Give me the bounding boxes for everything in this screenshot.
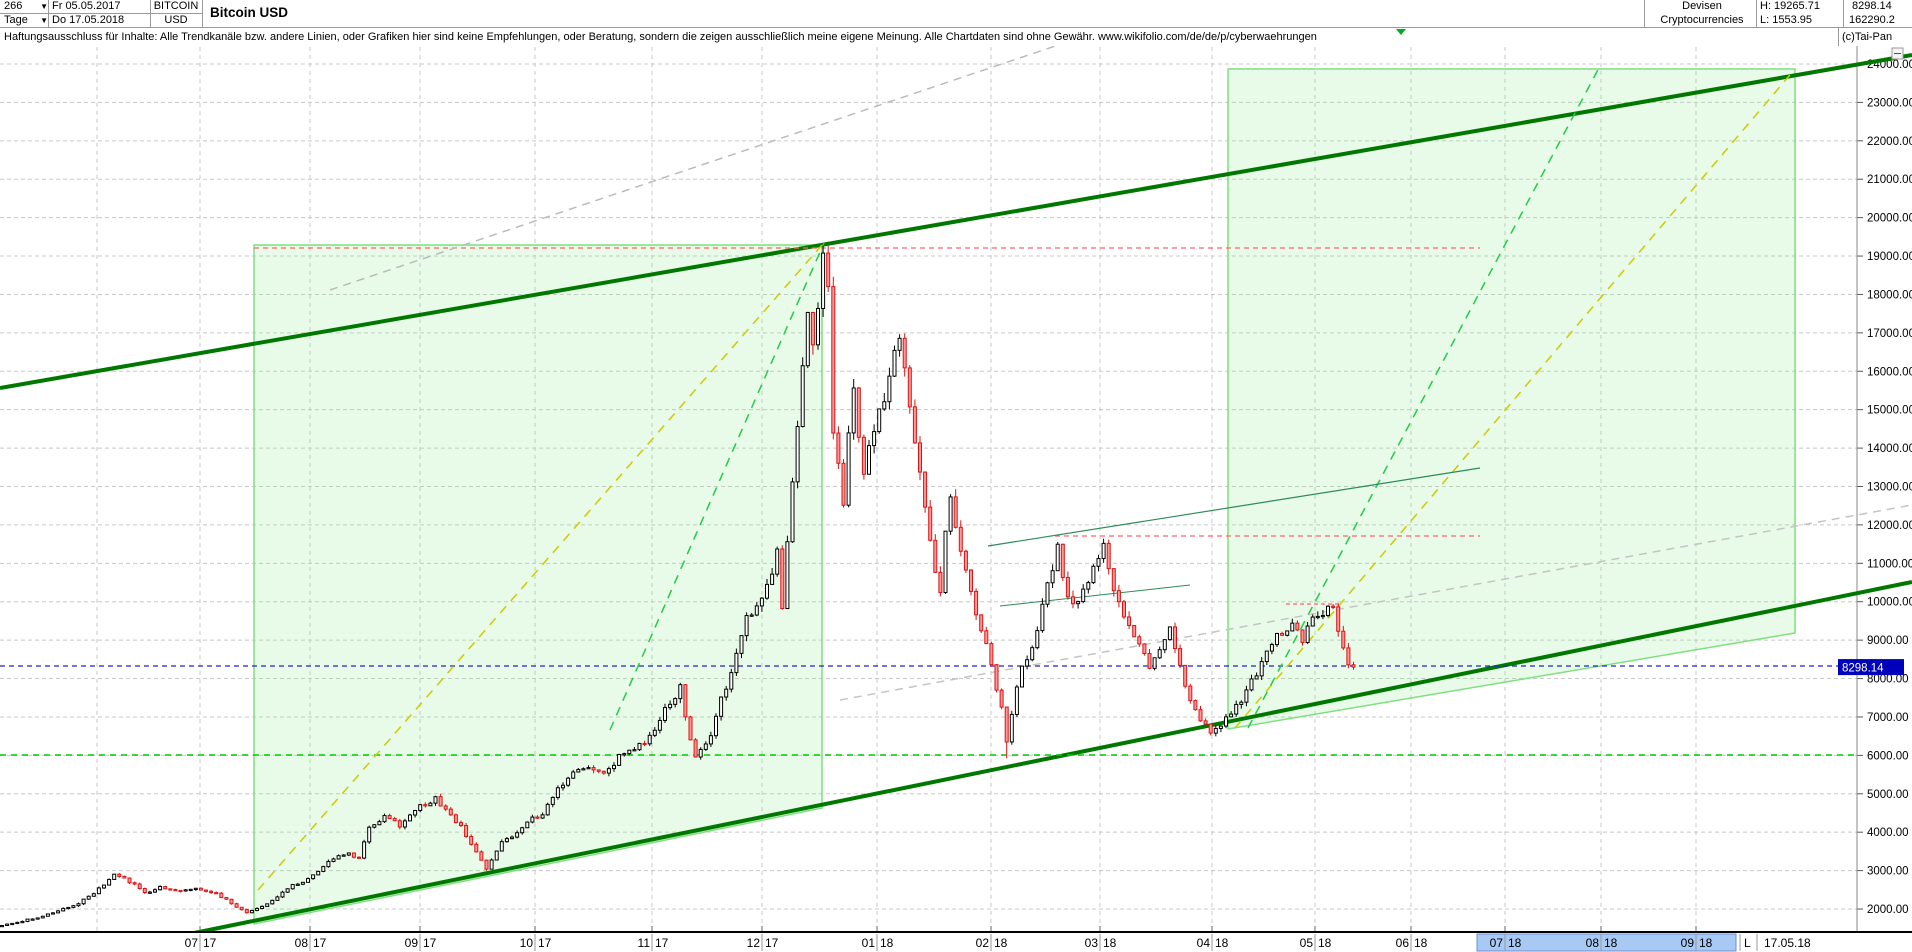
candlestick-series bbox=[0, 245, 1356, 928]
x-axis-label: 18 bbox=[880, 936, 894, 950]
x-axis-label: 18 bbox=[1414, 936, 1428, 950]
green-accel-2018 bbox=[1247, 65, 1601, 729]
y-axis-label: 11000.00 bbox=[1867, 558, 1912, 570]
x-axis-label: 17 bbox=[538, 936, 552, 950]
y-axis-label: 13000.00 bbox=[1867, 482, 1912, 494]
x-axis-label: 18 bbox=[1604, 936, 1618, 950]
bars-count-value: 266 bbox=[4, 0, 23, 12]
lower-trend-channel bbox=[159, 580, 1912, 942]
x-axis-label: 18 bbox=[1508, 936, 1522, 950]
period-dropdown[interactable]: Tage ▼ bbox=[0, 14, 51, 28]
y-axis: 24000.0023000.0022000.0021000.0020000.00… bbox=[1856, 46, 1912, 952]
chevron-down-icon: ▼ bbox=[40, 2, 48, 11]
x-axis-label: 04 bbox=[1197, 936, 1211, 950]
x-axis-end-l: L bbox=[1744, 936, 1751, 950]
x-axis-label: 06 bbox=[1396, 936, 1410, 950]
x-axis-label: 08 bbox=[1586, 936, 1600, 950]
x-axis-label: 09 bbox=[405, 936, 419, 950]
gray-diagonal-upper bbox=[329, 46, 1058, 291]
date-to[interactable]: Do 17.05.2018 bbox=[52, 14, 125, 26]
price-marker: 8298.14 bbox=[1838, 659, 1904, 676]
x-axis-label: 02 bbox=[976, 936, 990, 950]
x-axis-label: 18 bbox=[1103, 936, 1117, 950]
x-axis-label: 18 bbox=[994, 936, 1008, 950]
x-axis-label: 17 bbox=[765, 936, 779, 950]
x-axis-label: 07 bbox=[1490, 936, 1504, 950]
x-axis-label: 03 bbox=[1085, 936, 1099, 950]
y-axis-label: 2000.00 bbox=[1867, 904, 1909, 916]
x-axis-label: 17 bbox=[655, 936, 669, 950]
y-axis-label: 18000.00 bbox=[1867, 289, 1912, 301]
bars-count-dropdown[interactable]: 266 ▼ bbox=[0, 0, 51, 14]
svg-text:8298.14: 8298.14 bbox=[1842, 663, 1884, 675]
annotation-lines bbox=[0, 46, 1912, 942]
y-axis-label: 10000.00 bbox=[1867, 597, 1912, 609]
y-axis-label: 22000.00 bbox=[1867, 136, 1912, 148]
category-segment: Cryptocurrencies bbox=[1660, 14, 1744, 26]
copyright-label: (c)Tai-Pan bbox=[1838, 28, 1912, 47]
minimize-button[interactable] bbox=[1891, 47, 1904, 60]
x-axis: 07 17 08 17 09 17 10 17 11 17 12 17 01 18 02 18 03 18 04 18… bbox=[0, 926, 1912, 952]
period-high: H: 19265.71 bbox=[1760, 0, 1820, 12]
y-axis-label: 17000.00 bbox=[1867, 328, 1912, 340]
symbol-currency: USD bbox=[164, 14, 188, 26]
y-axis-label: 7000.00 bbox=[1867, 712, 1909, 724]
y-axis-label: 14000.00 bbox=[1867, 443, 1912, 455]
period-value: Tage bbox=[4, 14, 28, 26]
x-axis-label: 12 bbox=[747, 936, 761, 950]
future-months-highlight bbox=[1476, 933, 1737, 952]
x-axis-end-date: 17.05.18 bbox=[1764, 936, 1811, 950]
y-axis-label: 15000.00 bbox=[1867, 405, 1912, 417]
minor-trendline-upper bbox=[987, 467, 1481, 547]
x-axis-label: 18 bbox=[1215, 936, 1229, 950]
x-axis-label: 07 bbox=[185, 936, 199, 950]
y-axis-label: 21000.00 bbox=[1867, 174, 1912, 186]
period-low: L: 1553.95 bbox=[1760, 14, 1812, 26]
x-axis-label: 09 bbox=[1681, 936, 1695, 950]
y-axis-label: 9000.00 bbox=[1867, 635, 1909, 647]
symbol-name: BITCOIN bbox=[153, 0, 199, 12]
x-axis-label: 01 bbox=[862, 936, 876, 950]
page-title: Bitcoin USD bbox=[210, 5, 289, 20]
chevron-down-icon: ▼ bbox=[40, 16, 48, 25]
gridlines bbox=[0, 47, 1857, 931]
y-axis-label: 20000.00 bbox=[1867, 213, 1912, 225]
x-axis-label: 08 bbox=[295, 936, 309, 950]
x-axis-label: 17 bbox=[423, 936, 437, 950]
header-volume: 162290.2 bbox=[1849, 14, 1895, 26]
y-axis-label: 3000.00 bbox=[1867, 866, 1909, 878]
x-axis-label: 10 bbox=[520, 936, 534, 950]
y-axis-label: 19000.00 bbox=[1867, 251, 1912, 263]
green-accel-2017 bbox=[609, 242, 825, 731]
date-from[interactable]: Fr 05.05.2017 bbox=[52, 0, 121, 12]
y-axis-label: 16000.00 bbox=[1867, 366, 1912, 378]
header-last-price: 8298.14 bbox=[1852, 0, 1892, 12]
x-axis-label: 05 bbox=[1300, 936, 1314, 950]
category-market: Devisen bbox=[1682, 0, 1722, 12]
price-chart-canvas[interactable]: 24000.0023000.0022000.0021000.0020000.00… bbox=[0, 46, 1912, 952]
disclaimer-text: Haftungsausschluss für Inhalte: Alle Tre… bbox=[0, 28, 1840, 47]
y-axis-label: 8000.00 bbox=[1867, 674, 1909, 686]
y-axis-label: 12000.00 bbox=[1867, 520, 1912, 532]
yellow-accel-2018 bbox=[1234, 68, 1796, 729]
x-axis-label: 17 bbox=[203, 936, 217, 950]
x-axis-label: 18 bbox=[1318, 936, 1332, 950]
x-axis-label: 17 bbox=[313, 936, 327, 950]
x-axis-label: 18 bbox=[1699, 936, 1713, 950]
y-axis-label: 6000.00 bbox=[1867, 750, 1909, 762]
channel-zone-2018 bbox=[1227, 68, 1796, 730]
minor-trendline-lower bbox=[999, 584, 1191, 607]
y-axis-label: 5000.00 bbox=[1867, 789, 1909, 801]
y-axis-label: 23000.00 bbox=[1867, 97, 1912, 109]
marker-triangle-icon bbox=[1396, 29, 1406, 35]
y-axis-label: 4000.00 bbox=[1867, 827, 1909, 839]
x-axis-label: 11 bbox=[638, 936, 651, 950]
upper-trend-channel bbox=[0, 53, 1912, 390]
